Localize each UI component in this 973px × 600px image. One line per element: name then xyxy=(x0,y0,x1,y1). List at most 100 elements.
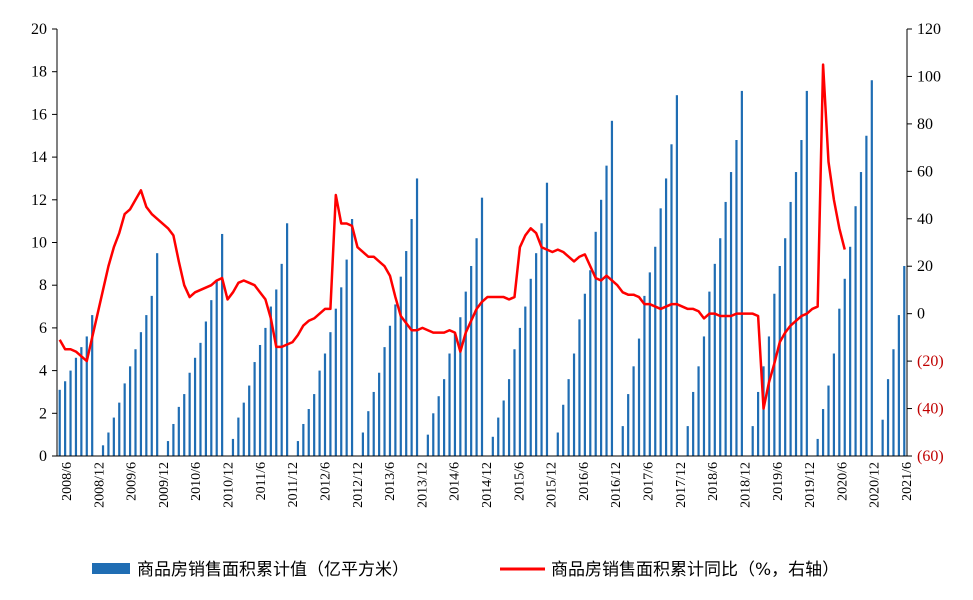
bar xyxy=(64,381,67,456)
bar xyxy=(204,321,207,456)
bar xyxy=(464,291,467,456)
bar xyxy=(470,265,473,456)
bar xyxy=(340,287,343,456)
x-tick-label: 2014/12 xyxy=(480,462,495,508)
bar xyxy=(134,349,137,456)
bar xyxy=(188,372,191,456)
bar xyxy=(540,223,543,456)
bar xyxy=(849,246,852,456)
bar xyxy=(605,165,608,456)
bar xyxy=(253,362,256,456)
bar xyxy=(101,445,105,456)
right-tick-label: (60) xyxy=(917,448,944,465)
x-tick-label: 2013/12 xyxy=(415,462,430,508)
bar xyxy=(394,304,397,456)
bar xyxy=(865,135,868,456)
bar xyxy=(578,319,581,456)
bar xyxy=(897,315,900,456)
bar xyxy=(345,259,348,456)
bar xyxy=(248,385,251,456)
bar xyxy=(318,370,321,456)
bar xyxy=(107,432,110,456)
bar xyxy=(399,276,402,456)
bar xyxy=(410,219,413,456)
bar xyxy=(507,379,511,456)
bar xyxy=(529,278,532,456)
bar xyxy=(805,90,808,456)
bar xyxy=(751,426,754,456)
x-tick-label: 2010/12 xyxy=(222,462,237,508)
bar xyxy=(589,270,592,456)
axes: 20181614121086420120100806040200(20)(40)… xyxy=(31,21,944,508)
x-tick-label: 2011/12 xyxy=(286,462,301,507)
x-tick-label: 2015/12 xyxy=(545,462,560,508)
bar xyxy=(74,357,78,456)
left-tick-label: 12 xyxy=(31,192,47,209)
bar xyxy=(388,325,392,456)
bar xyxy=(177,406,180,456)
x-tick-label: 2020/6 xyxy=(835,462,850,501)
bar xyxy=(762,366,765,456)
legend: 商品房销售面积累计值（亿平方米） 商品房销售面积累计同比（%，右轴） xyxy=(92,560,839,580)
x-tick-label: 2009/12 xyxy=(157,462,172,508)
bar xyxy=(659,208,662,456)
bar xyxy=(535,253,538,456)
right-tick-label: 100 xyxy=(917,68,941,85)
x-tick-label: 2017/12 xyxy=(674,462,689,508)
bar xyxy=(832,353,836,456)
bar xyxy=(85,336,88,456)
bar xyxy=(426,434,429,456)
bar xyxy=(491,436,494,456)
right-tick-label: 60 xyxy=(917,163,933,180)
bar xyxy=(296,441,300,456)
bar xyxy=(443,379,446,456)
bar xyxy=(210,300,213,456)
bar xyxy=(166,441,170,456)
right-tick-label: (20) xyxy=(917,353,944,370)
x-tick-label: 2018/6 xyxy=(706,462,721,501)
x-tick-label: 2008/6 xyxy=(60,462,75,501)
bar xyxy=(664,178,668,456)
bar xyxy=(621,426,624,456)
left-tick-label: 18 xyxy=(31,64,47,81)
bar xyxy=(692,391,695,456)
bar xyxy=(816,438,819,456)
x-tick-label: 2018/12 xyxy=(738,462,753,508)
bar xyxy=(432,413,435,456)
left-tick-label: 20 xyxy=(31,21,47,38)
bar xyxy=(128,366,132,456)
bar xyxy=(405,251,408,456)
bar xyxy=(237,417,240,456)
x-tick-label: 2008/12 xyxy=(92,462,107,508)
bar xyxy=(838,308,841,456)
bar xyxy=(475,238,478,456)
bar xyxy=(637,338,641,456)
bar xyxy=(193,357,197,456)
bar xyxy=(286,223,289,456)
x-tick-label: 2017/6 xyxy=(642,462,657,501)
bar xyxy=(545,182,549,456)
x-tick-label: 2010/6 xyxy=(189,462,204,501)
left-tick-label: 14 xyxy=(31,149,47,166)
bar xyxy=(654,246,657,456)
bar xyxy=(594,231,597,456)
left-tick-label: 8 xyxy=(39,277,47,294)
bar xyxy=(854,206,857,456)
bar xyxy=(378,372,381,456)
bar xyxy=(643,295,646,457)
bar xyxy=(350,219,354,456)
bar xyxy=(139,332,143,456)
bar xyxy=(497,417,500,456)
bar xyxy=(859,172,863,457)
bar xyxy=(686,426,689,456)
bar xyxy=(648,272,651,456)
bar xyxy=(258,344,262,456)
bar xyxy=(794,172,798,457)
left-tick-label: 10 xyxy=(31,235,47,252)
bar xyxy=(708,291,711,456)
bar xyxy=(567,379,570,456)
legend-bar-swatch xyxy=(92,563,130,574)
bar xyxy=(556,432,559,456)
bar xyxy=(724,201,727,456)
bar xyxy=(242,402,245,457)
